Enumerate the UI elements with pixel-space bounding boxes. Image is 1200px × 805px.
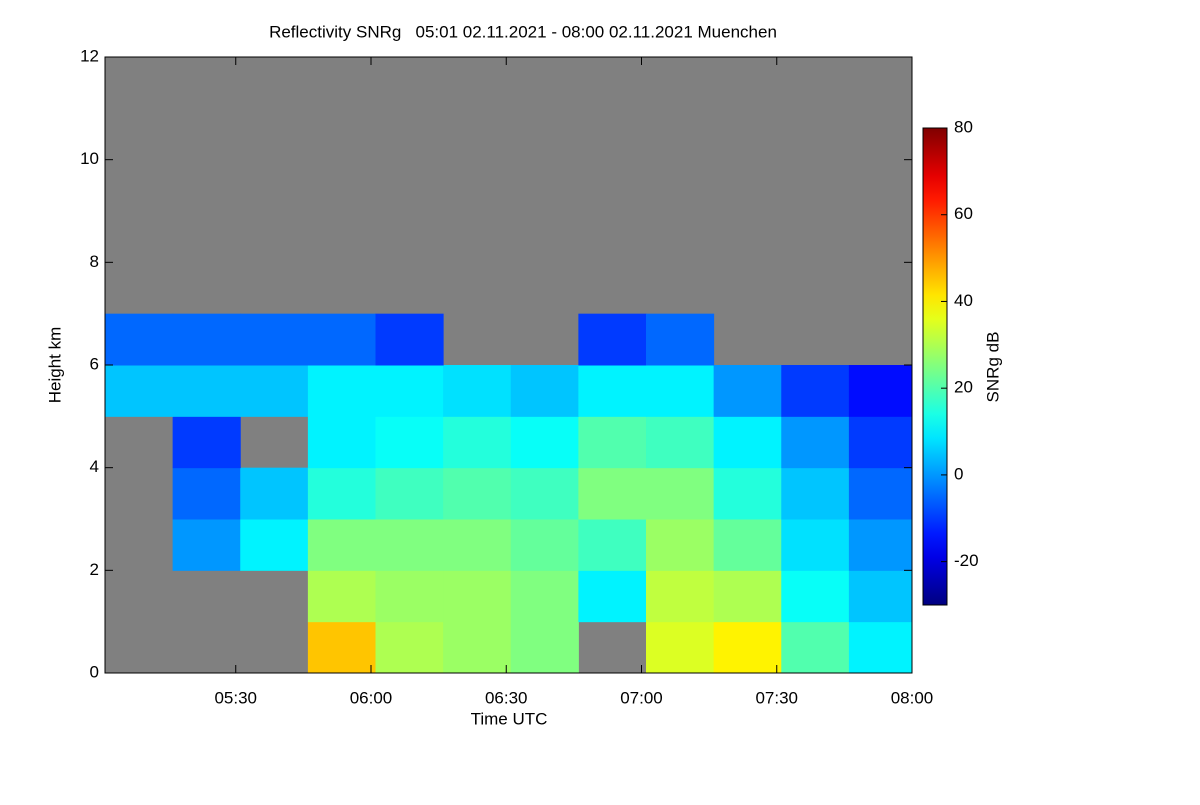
heatmap-cell xyxy=(105,365,174,417)
heatmap-cell xyxy=(240,467,309,520)
heatmap-cell xyxy=(375,313,444,366)
heatmap-cell xyxy=(713,621,782,674)
heatmap-cell xyxy=(172,416,241,469)
heatmap-cell xyxy=(578,313,647,366)
heatmap-cell xyxy=(848,467,913,520)
heatmap-cell xyxy=(848,416,913,469)
y-axis-label: Height km xyxy=(45,327,64,404)
colorbar-tick-label: -20 xyxy=(954,551,979,570)
heatmap-cell xyxy=(307,621,377,674)
heatmap-cell xyxy=(713,570,782,623)
heatmap-cell xyxy=(307,313,377,366)
heatmap-cell xyxy=(848,621,913,674)
heatmap-cell xyxy=(646,467,715,520)
heatmap-cell xyxy=(848,365,913,417)
heatmap-cell xyxy=(172,519,241,571)
heatmap-cell xyxy=(781,519,850,571)
heatmap-cell xyxy=(646,621,715,674)
heatmap-cell xyxy=(443,416,512,469)
y-tick-label: 12 xyxy=(80,46,99,65)
y-tick-label: 6 xyxy=(90,354,99,373)
colorbar-tick-label: 80 xyxy=(954,117,973,136)
colorbar-tick-label: 60 xyxy=(954,204,973,223)
x-tick-label: 07:30 xyxy=(755,688,798,707)
heatmap-cell xyxy=(172,365,241,417)
heatmap-cell xyxy=(646,416,715,469)
heatmap-cell xyxy=(443,621,512,674)
heatmap-cell xyxy=(375,365,444,417)
heatmap-cell xyxy=(578,416,647,469)
heatmap-cell xyxy=(105,313,174,366)
heatmap-cell xyxy=(578,365,647,417)
heatmap-cell xyxy=(646,570,715,623)
heatmap-cell xyxy=(510,570,579,623)
heatmap-cell xyxy=(781,467,850,520)
heatmap-cell xyxy=(713,416,782,469)
heatmap-cell xyxy=(307,570,377,623)
heatmap-cell xyxy=(646,365,715,417)
heatmap-cell xyxy=(848,519,913,571)
heatmap-cell xyxy=(781,416,850,469)
heatmap-cell xyxy=(578,570,647,623)
x-tick-label: 08:00 xyxy=(891,688,934,707)
colorbar-tick-label: 40 xyxy=(954,291,973,310)
heatmap-cell xyxy=(240,313,309,366)
heatmap-cell xyxy=(510,365,579,417)
y-tick-label: 4 xyxy=(90,457,99,476)
heatmap-cell xyxy=(510,621,579,674)
x-tick-label: 06:00 xyxy=(350,688,393,707)
chart-title: Reflectivity SNRg 05:01 02.11.2021 - 08:… xyxy=(269,22,777,41)
heatmap-cell xyxy=(781,570,850,623)
heatmap-cell xyxy=(578,519,647,571)
heatmap-cell xyxy=(307,416,377,469)
heatmap-cell xyxy=(172,313,241,366)
colorbar-tick-label: 20 xyxy=(954,378,973,397)
heatmap-cell xyxy=(443,365,512,417)
heatmap-cell xyxy=(375,570,444,623)
heatmap-cell xyxy=(713,467,782,520)
heatmap-cell xyxy=(646,313,715,366)
heatmap-cell xyxy=(578,467,647,520)
x-tick-label: 05:30 xyxy=(214,688,257,707)
heatmap-cell xyxy=(307,519,377,571)
heatmap-cell xyxy=(781,621,850,674)
colorbar-tick-label: 0 xyxy=(954,464,963,483)
heatmap-cell xyxy=(172,467,241,520)
heatmap-cell xyxy=(307,365,377,417)
heatmap-cell xyxy=(848,570,913,623)
colorbar-label: SNRg dB xyxy=(983,332,1002,403)
heatmap-cell xyxy=(375,467,444,520)
heatmap-cell xyxy=(443,570,512,623)
heatmap-cell xyxy=(375,621,444,674)
heatmap-cell xyxy=(510,416,579,469)
x-axis-label: Time UTC xyxy=(471,709,548,728)
y-tick-label: 0 xyxy=(90,662,99,681)
heatmap-cell xyxy=(510,467,579,520)
colorbar xyxy=(922,127,948,606)
heatmap-cell xyxy=(240,365,309,417)
heatmap-cell xyxy=(713,519,782,571)
heatmap-cell xyxy=(240,519,309,571)
heatmap-cell xyxy=(646,519,715,571)
y-tick-label: 10 xyxy=(80,149,99,168)
heatmap-cell xyxy=(443,467,512,520)
heatmap-cell xyxy=(510,519,579,571)
x-tick-label: 07:00 xyxy=(620,688,663,707)
heatmap-cell xyxy=(375,519,444,571)
y-tick-label: 2 xyxy=(90,560,99,579)
heatmap-cell xyxy=(781,365,850,417)
heatmap-cell xyxy=(307,467,377,520)
heatmap-cell xyxy=(713,365,782,417)
y-tick-label: 8 xyxy=(90,252,99,271)
x-tick-label: 06:30 xyxy=(485,688,528,707)
heatmap-cell xyxy=(375,416,444,469)
heatmap-cell xyxy=(443,519,512,571)
